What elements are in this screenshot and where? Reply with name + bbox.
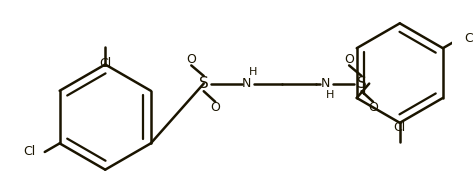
Text: O: O bbox=[344, 53, 354, 66]
Text: S: S bbox=[357, 76, 367, 91]
Text: Cl: Cl bbox=[99, 57, 111, 70]
Text: S: S bbox=[199, 76, 209, 91]
Text: N: N bbox=[242, 77, 252, 90]
Text: H: H bbox=[249, 67, 258, 77]
Text: N: N bbox=[321, 77, 330, 90]
Text: H: H bbox=[326, 90, 334, 100]
Text: O: O bbox=[368, 101, 378, 114]
Text: Cl: Cl bbox=[394, 121, 406, 134]
Text: Cl: Cl bbox=[464, 32, 473, 45]
Text: O: O bbox=[210, 101, 220, 114]
Text: O: O bbox=[186, 53, 196, 66]
Text: Cl: Cl bbox=[23, 146, 35, 158]
